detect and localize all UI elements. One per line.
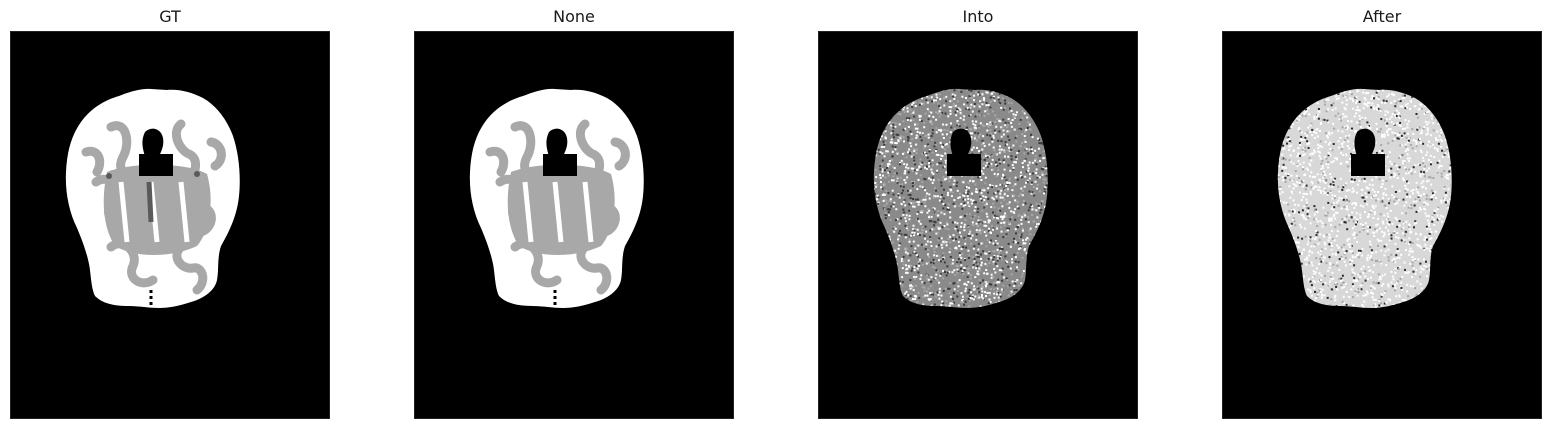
panel-title: None [553, 7, 595, 26]
panel-gt: GT [10, 0, 330, 427]
brain-slice-gt [65, 88, 240, 309]
brain-slice-into [873, 88, 1048, 309]
panel-none: None [414, 0, 734, 427]
brain-slice-none [469, 88, 644, 309]
segmentation-image-into [818, 31, 1138, 419]
panel-into: Into [818, 0, 1138, 427]
segmentation-image-after [1222, 31, 1542, 419]
panel-title: GT [159, 7, 181, 26]
segmentation-image-gt [10, 31, 330, 419]
brain-slice-after [1277, 88, 1452, 309]
panel-title: After [1362, 7, 1402, 26]
segmentation-image-none [414, 31, 734, 419]
panel-title: Into [962, 7, 994, 26]
panel-after: After [1222, 0, 1542, 427]
